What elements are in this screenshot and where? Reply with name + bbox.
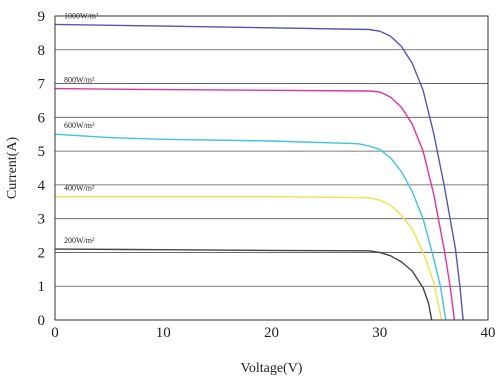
series-label: 200W/m²: [64, 236, 95, 245]
x-axis-label: Voltage(V): [241, 361, 303, 376]
y-tick-label: 9: [38, 9, 46, 25]
y-tick-label: 2: [38, 245, 46, 261]
x-tick-labels: 0 10 20 30 40: [51, 325, 495, 341]
y-tick-label: 1: [38, 279, 46, 295]
series-label: 400W/m²: [64, 184, 95, 193]
series-group: [54, 23, 464, 321]
series-line: [54, 133, 447, 321]
series-line: [55, 196, 443, 321]
x-tick-label: 0: [51, 325, 59, 341]
y-tick-label: 8: [38, 43, 46, 59]
y-tick-labels: 0 1 2 3 4 5 6 7 8 9: [38, 9, 46, 329]
series-line: [54, 23, 464, 321]
y-tick-label: 6: [38, 110, 46, 126]
y-tick-label: 5: [38, 144, 46, 160]
y-tick-label: 7: [38, 77, 46, 93]
x-tick-label: 10: [156, 325, 171, 341]
y-tick-label: 3: [38, 212, 46, 228]
y-tick-label: 4: [38, 178, 46, 194]
x-tick-label: 30: [372, 325, 387, 341]
series-label: 800W/m²: [64, 76, 95, 85]
plot-frame: [54, 15, 489, 321]
series-line: [54, 248, 433, 321]
series-label: 600W/m²: [64, 121, 95, 130]
x-tick-label: 20: [264, 325, 279, 341]
series-line: [54, 87, 456, 321]
y-tick-label: 0: [38, 313, 46, 329]
grid-lines: [55, 49, 488, 287]
x-tick-label: 40: [481, 325, 496, 341]
y-axis-label: Current(A): [5, 137, 20, 200]
